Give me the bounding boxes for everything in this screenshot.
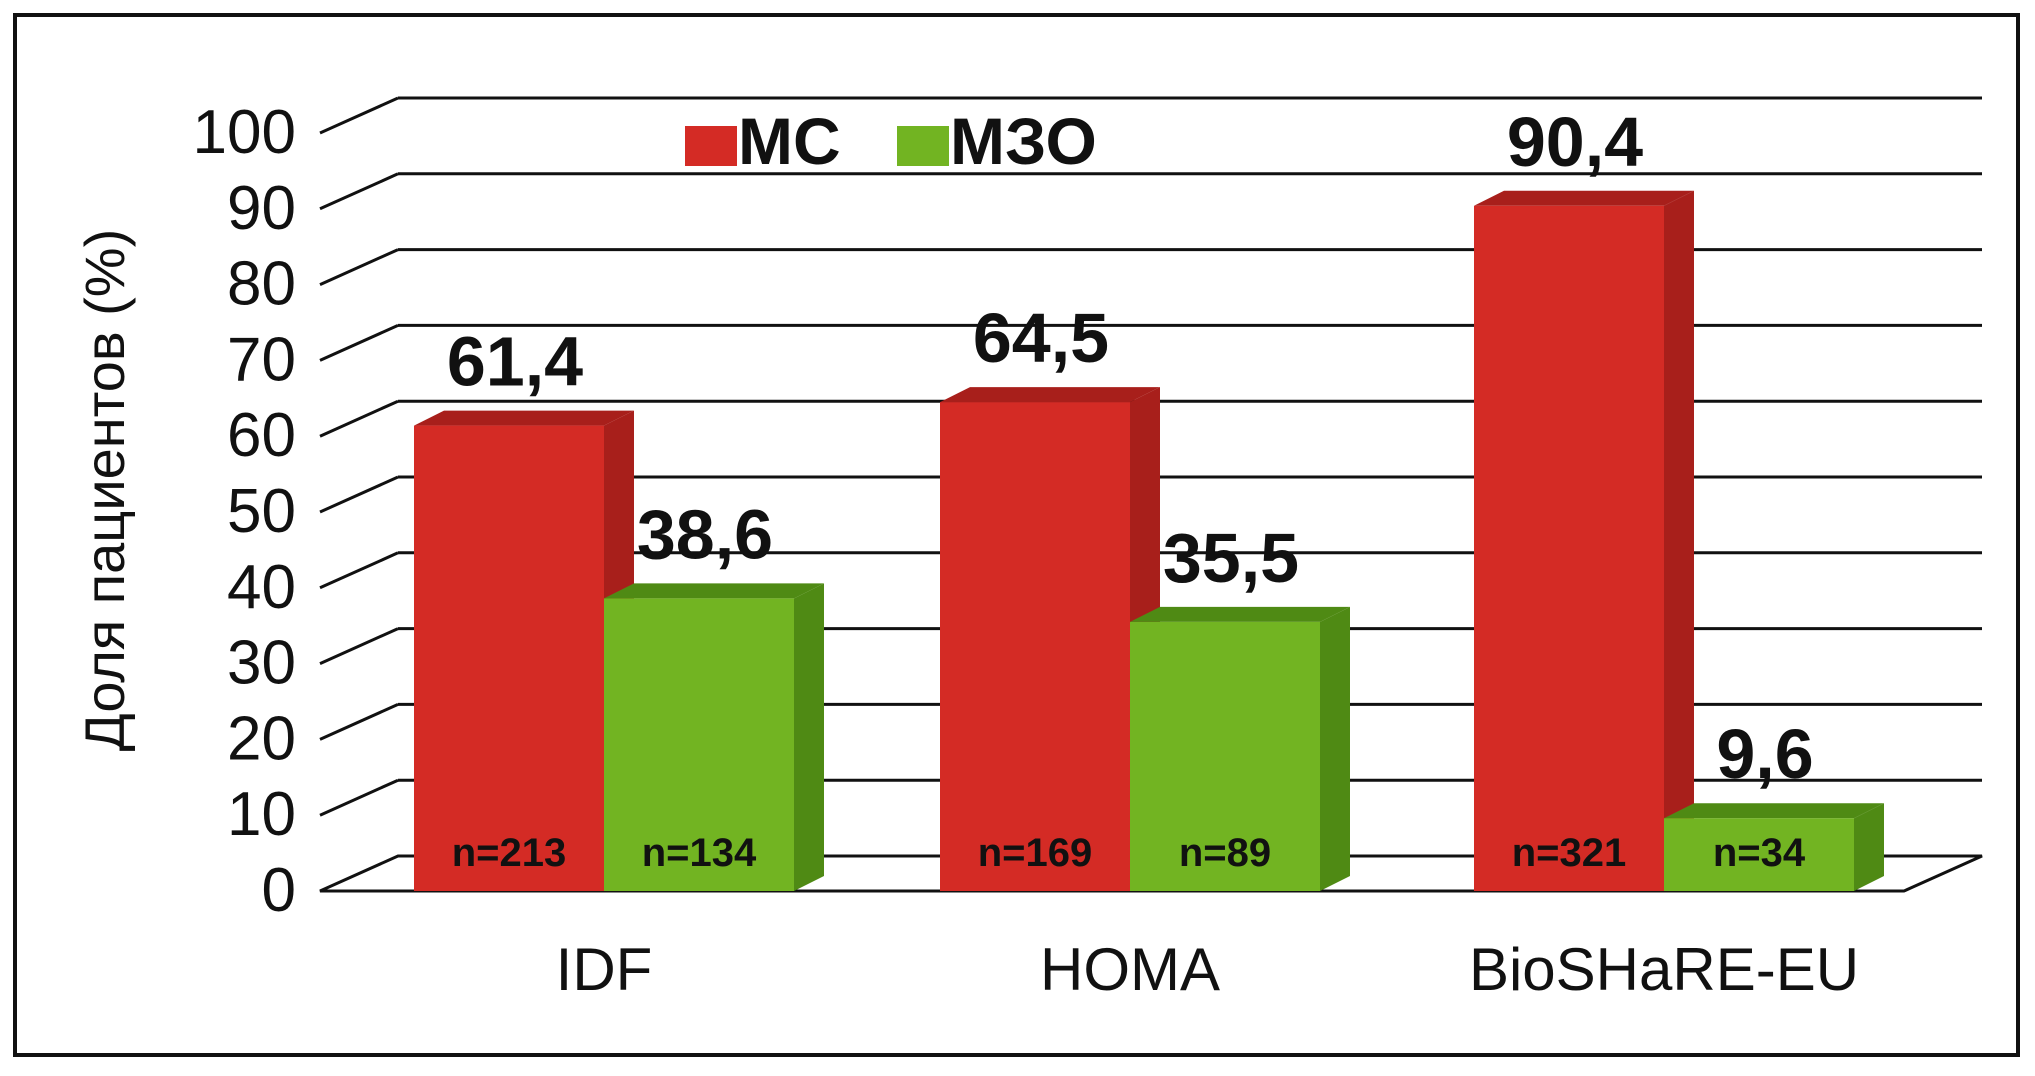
bar — [1664, 818, 1854, 891]
bar-top — [604, 583, 824, 599]
gridline-depth — [319, 248, 399, 286]
gridline-depth — [319, 172, 399, 211]
data-labels: 61,4 n=213 38,6 n=134 64,5 n=169 35,5 n=89 90,4 n… — [447, 103, 1814, 875]
y-tick-label: 50 — [227, 477, 296, 546]
bar — [414, 425, 604, 891]
bar-top — [1664, 803, 1884, 819]
gridline-depth — [319, 399, 399, 438]
bar-value-label: 90,4 — [1507, 103, 1643, 181]
bar-n-label: n=213 — [452, 831, 567, 875]
bar-n-label: n=169 — [978, 831, 1093, 875]
bar-n-label: n=89 — [1179, 831, 1271, 875]
gridline-depth — [319, 627, 399, 665]
gridline-depth — [319, 96, 399, 135]
bar-top — [414, 410, 634, 426]
legend-swatch — [897, 126, 949, 166]
legend: МС МЗО — [685, 104, 1097, 178]
gridline-depth — [319, 324, 399, 362]
gridline-depth — [319, 778, 399, 817]
y-tick-label: 70 — [227, 325, 296, 394]
bar-side — [1854, 803, 1884, 891]
bar-n-label: n=134 — [642, 831, 757, 875]
legend-label: МЗО — [950, 104, 1097, 178]
y-axis-label: Доля пациентов (%) — [73, 229, 136, 751]
bar-side — [1664, 190, 1694, 891]
bar-value-label: 61,4 — [447, 323, 583, 401]
y-tick-label: 90 — [227, 174, 296, 243]
bar-side — [1320, 606, 1350, 891]
bar-side — [794, 583, 824, 891]
bar-value-label: 38,6 — [637, 495, 773, 573]
bar-n-label: n=321 — [1512, 831, 1627, 875]
y-tick-label: 0 — [262, 856, 296, 925]
bar-top — [940, 387, 1160, 403]
x-tick-label: IDF — [556, 936, 653, 1003]
gridline-depth — [319, 475, 399, 514]
y-tick-label: 100 — [193, 98, 296, 167]
legend-swatch — [685, 126, 737, 166]
bar-top — [1130, 606, 1350, 622]
bar-top — [1474, 190, 1694, 206]
bar-value-label: 35,5 — [1163, 519, 1299, 597]
y-tick-label: 10 — [227, 780, 296, 849]
x-tick-label: HOMA — [1040, 936, 1220, 1003]
bar-n-label: n=34 — [1713, 831, 1806, 875]
x-tick-label: BioSHaRE-EU — [1469, 936, 1859, 1003]
gridline-depth — [319, 551, 399, 590]
y-tick-label: 60 — [227, 401, 296, 470]
bar — [1474, 205, 1664, 891]
gridline-depth — [319, 703, 399, 741]
y-tick-label: 40 — [227, 553, 296, 622]
bar-value-label: 9,6 — [1716, 715, 1813, 793]
y-tick-label: 30 — [227, 629, 296, 698]
bar — [940, 402, 1130, 891]
bar — [604, 598, 794, 891]
bar-value-label: 64,5 — [973, 299, 1109, 377]
y-tick-label: 20 — [227, 704, 296, 773]
y-tick-label: 80 — [227, 250, 296, 319]
bar — [1130, 621, 1320, 891]
bars — [414, 190, 1884, 891]
legend-label: МС — [738, 104, 841, 178]
